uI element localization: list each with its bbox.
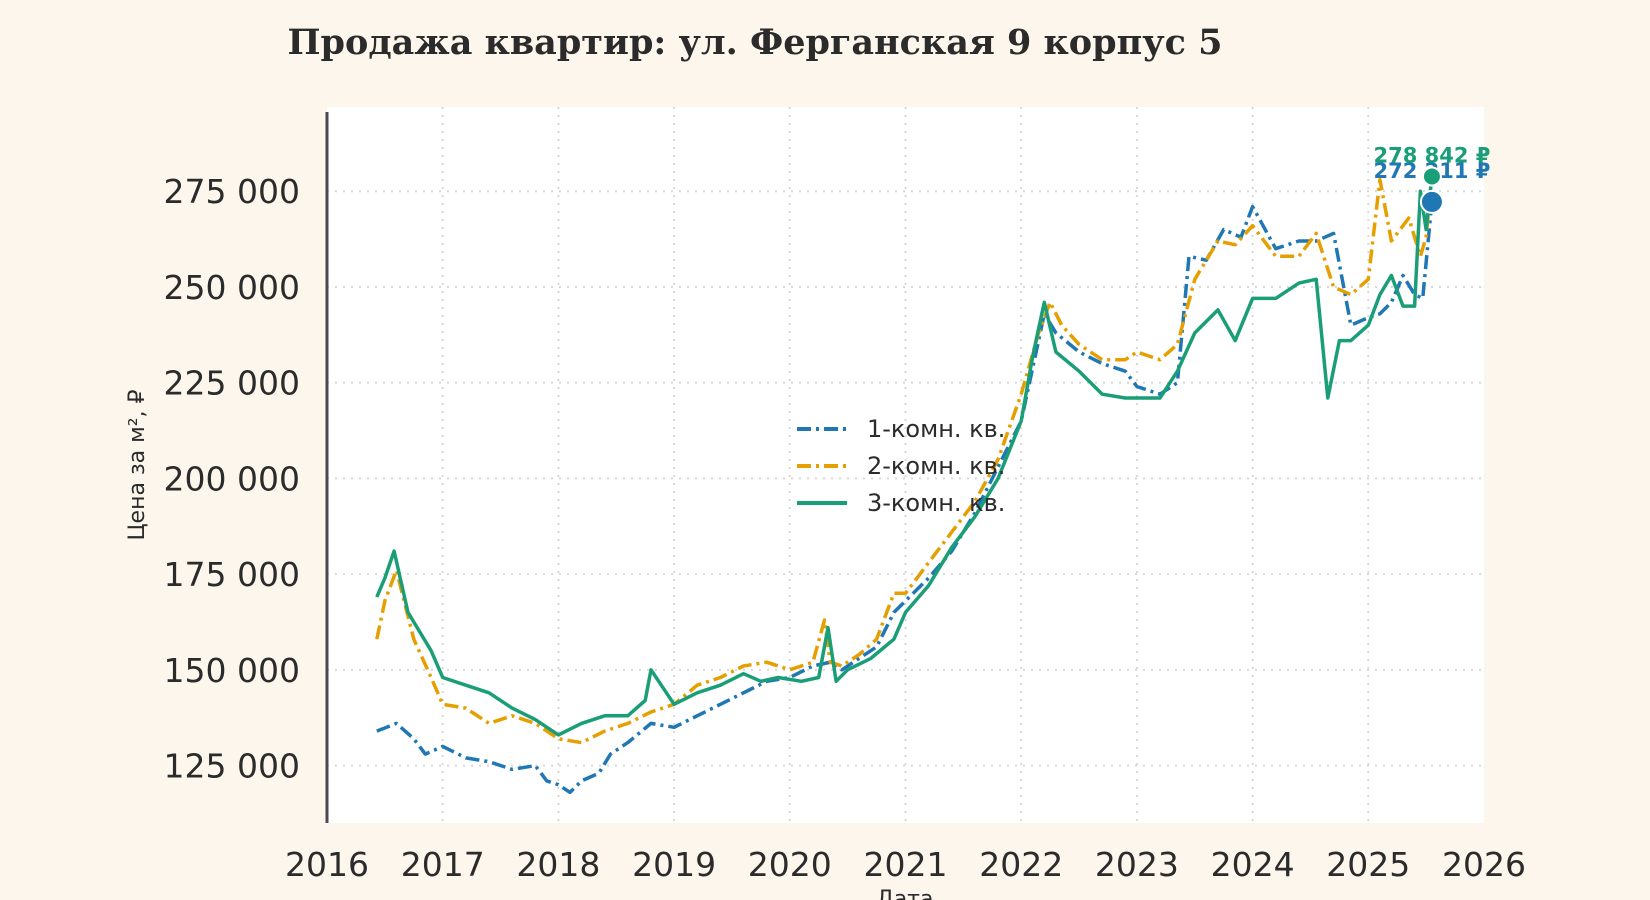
x-tick-label: 2026 xyxy=(1442,845,1526,884)
y-tick-label: 125 000 xyxy=(164,747,300,786)
legend-label-3: 3-комн. кв. xyxy=(867,489,1005,517)
x-tick-label: 2024 xyxy=(1211,845,1295,884)
x-tick-label: 2017 xyxy=(401,845,485,884)
y-tick-label: 150 000 xyxy=(164,651,300,690)
x-tick-label: 2020 xyxy=(748,845,832,884)
legend: 1-комн. кв. 2-комн. кв. 3-комн. кв. xyxy=(797,415,1005,517)
y-tick-label: 200 000 xyxy=(164,459,300,498)
series-line-1 xyxy=(376,201,1434,795)
y-tick-labels: 125 000 150 000 175 000 200 000 225 000 250 0… xyxy=(164,172,300,785)
x-tick-label: 2025 xyxy=(1326,845,1410,884)
x-tick-label: 2022 xyxy=(979,845,1063,884)
x-tick-label: 2021 xyxy=(864,845,948,884)
legend-label-2: 2-комн. кв. xyxy=(867,452,1005,480)
y-tick-label: 175 000 xyxy=(164,555,300,594)
series-layer xyxy=(375,176,1434,795)
x-tick-label: 2016 xyxy=(285,845,369,884)
end-marker-1 xyxy=(1419,189,1444,214)
chart-title: Продажа квартир: ул. Ферганская 9 корпус… xyxy=(287,22,1223,63)
series-line-3 xyxy=(375,176,1434,737)
end-marker-3 xyxy=(1421,166,1442,187)
legend-label-1: 1-комн. кв. xyxy=(867,415,1005,443)
y-axis-label: Цена за м², ₽ xyxy=(125,389,150,540)
y-tick-label: 250 000 xyxy=(164,268,300,307)
plot-area xyxy=(327,107,1484,823)
x-tick-labels: 2016 2017 2018 2019 2020 2021 2022 2023 2024 2025… xyxy=(285,845,1526,884)
end-markers: 272 211 ₽278 842 ₽ xyxy=(1373,144,1490,214)
x-tick-label: 2023 xyxy=(1095,845,1179,884)
series-line-2 xyxy=(375,176,1434,745)
end-value-label-3: 278 842 ₽ xyxy=(1373,144,1490,168)
y-tick-label: 275 000 xyxy=(164,172,300,211)
y-tick-label: 225 000 xyxy=(164,364,300,403)
x-axis-label: Дата xyxy=(877,887,934,900)
x-tick-label: 2018 xyxy=(516,845,600,884)
x-tick-label: 2019 xyxy=(632,845,716,884)
grid xyxy=(327,107,1484,823)
